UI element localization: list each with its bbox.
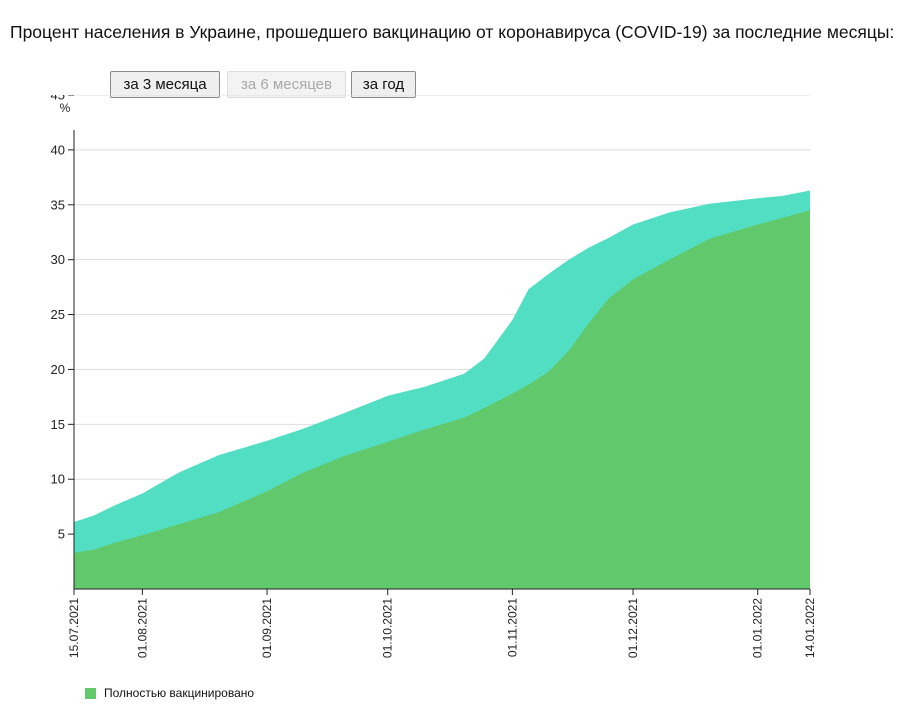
x-tick-label: 15.07.2021 <box>67 598 81 658</box>
y-tick-label: 5 <box>58 527 65 542</box>
y-tick-label: 10 <box>51 472 65 487</box>
six-months-button[interactable]: за 6 месяцев <box>227 71 346 98</box>
vaccination-area-chart: 5 10 15 20 25 30 35 40 45 15.07.2021 01.08.2021 01.… <box>51 95 817 658</box>
one-year-button[interactable]: за год <box>351 71 416 98</box>
legend-swatch-fully <box>85 687 96 699</box>
legend-label-fully: Полностью вакцинировано <box>104 686 255 700</box>
x-tick-label: 01.01.2022 <box>751 598 765 658</box>
x-tick-label: 01.12.2021 <box>626 598 640 658</box>
x-tick-label: 01.08.2021 <box>135 598 149 658</box>
x-tick-label: 01.11.2021 <box>505 598 519 657</box>
y-tick-label: 15 <box>51 417 65 432</box>
x-tick-label: 14.01.2022 <box>803 598 817 658</box>
y-axis-label: % <box>60 101 71 115</box>
y-tick-label: 45 <box>51 95 65 103</box>
x-tick-label: 01.09.2021 <box>260 598 274 658</box>
y-tick-label: 20 <box>51 362 65 377</box>
area-series <box>74 190 810 590</box>
y-tick-label: 30 <box>51 252 65 267</box>
y-tick-label: 25 <box>51 307 65 322</box>
legend: Полностью вакцинировано <box>85 686 254 700</box>
y-tick-label: 35 <box>51 197 65 212</box>
x-tick-label: 01.10.2021 <box>381 598 395 658</box>
y-tick-label: 40 <box>51 142 65 157</box>
axes: 5 10 15 20 25 30 35 40 45 15.07.2021 01.08.2021 01.… <box>51 95 817 658</box>
area-fully-vaccinated <box>74 210 810 590</box>
three-months-button[interactable]: за 3 месяца <box>110 71 220 98</box>
page-title: Процент населения в Украине, прошедшего … <box>10 22 895 42</box>
